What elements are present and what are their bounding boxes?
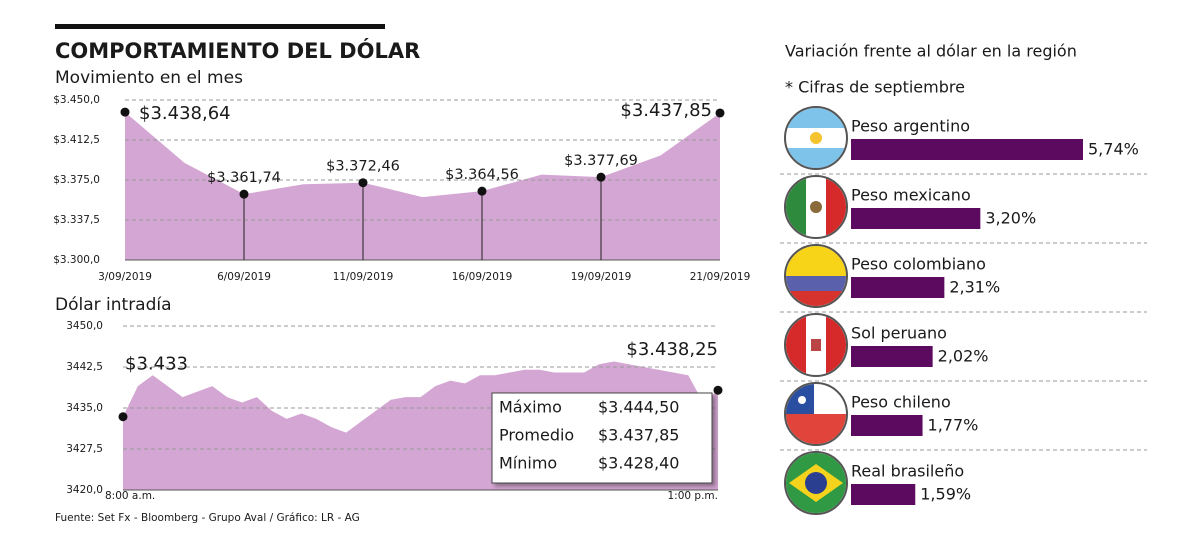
data-label: $3.437,85 — [620, 100, 712, 121]
chart-subtitle: * Cifras de septiembre — [785, 78, 965, 97]
y-tick-label: $3.337,5 — [53, 214, 100, 226]
flag-chile — [784, 382, 848, 446]
stat-value: $3.444,50 — [598, 398, 679, 417]
flag-peru — [784, 313, 848, 377]
main-title: COMPORTAMIENTO DEL DÓLAR — [55, 38, 420, 63]
x-tick-label: 1:00 p.m. — [668, 490, 719, 502]
stats-box — [491, 392, 713, 484]
point — [358, 178, 368, 188]
data-label: $3.361,74 — [207, 170, 281, 186]
bar — [851, 484, 916, 505]
header-rule — [55, 24, 385, 29]
category-label: Sol peruano — [851, 324, 947, 343]
category-label: Peso colombiano — [851, 255, 986, 274]
y-tick-label: 3427,5 — [66, 443, 103, 455]
stat-label: Promedio — [499, 426, 574, 445]
stat-value: $3.437,85 — [598, 426, 679, 445]
stat-label: Máximo — [499, 398, 562, 417]
bar — [851, 415, 923, 436]
x-tick-label: 11/09/2019 — [333, 271, 394, 283]
x-tick-label: 16/09/2019 — [452, 271, 513, 283]
data-label: 1,59% — [920, 485, 971, 504]
y-tick-label: 3450,0 — [66, 320, 103, 332]
data-label: $3.364,56 — [445, 167, 519, 183]
flag-mexico — [784, 175, 848, 239]
data-label: 3,20% — [985, 209, 1036, 228]
data-label: $3.438,25 — [626, 339, 718, 360]
x-tick-label: 19/09/2019 — [571, 271, 632, 283]
y-tick-label: $3.450,0 — [53, 94, 100, 106]
y-tick-label: 3420,0 — [66, 484, 103, 496]
stat-label: Mínimo — [499, 454, 557, 473]
point — [713, 385, 723, 395]
stat-value: $3.428,40 — [598, 454, 679, 473]
y-tick-label: 3435,0 — [66, 402, 103, 414]
x-tick-label: 6/09/2019 — [217, 271, 271, 283]
point — [120, 107, 130, 117]
point — [239, 189, 249, 199]
x-tick-label: 21/09/2019 — [690, 271, 751, 283]
bar — [851, 208, 981, 229]
bar — [851, 139, 1083, 160]
category-label: Peso chileno — [851, 393, 951, 412]
flag-argentina — [784, 106, 848, 170]
y-tick-label: $3.412,5 — [53, 134, 100, 146]
point — [477, 186, 487, 196]
data-label: 2,31% — [949, 278, 1000, 297]
y-tick-label: $3.300,0 — [53, 254, 100, 266]
chart-title: Variación frente al dólar en la región — [785, 42, 1077, 61]
point — [715, 108, 725, 118]
bar — [851, 277, 945, 298]
y-tick-label: $3.375,0 — [53, 174, 100, 186]
flags — [784, 106, 848, 515]
flag-brazil — [784, 451, 848, 515]
data-label: $3.433 — [125, 354, 188, 375]
bar — [851, 346, 933, 367]
data-label: $3.438,64 — [139, 103, 231, 124]
data-label: 5,74% — [1088, 140, 1139, 159]
flag-colombia — [784, 244, 848, 308]
chart-title: Movimiento en el mes — [55, 68, 243, 88]
point — [596, 172, 606, 182]
source: Fuente: Set Fx - Bloomberg - Grupo Aval … — [55, 512, 360, 524]
data-label: 1,77% — [928, 416, 979, 435]
data-label: $3.377,69 — [564, 153, 638, 169]
chart-title: Dólar intradía — [55, 295, 172, 315]
data-label: 2,02% — [938, 347, 989, 366]
data-label: $3.372,46 — [326, 159, 400, 175]
category-label: Peso argentino — [851, 117, 970, 136]
area — [125, 112, 720, 260]
y-tick-label: 3442,5 — [66, 361, 103, 373]
category-label: Peso mexicano — [851, 186, 971, 205]
x-tick-label: 8:00 a.m. — [105, 490, 155, 502]
point — [118, 412, 128, 422]
category-label: Real brasileño — [851, 462, 964, 481]
x-tick-label: 3/09/2019 — [98, 271, 152, 283]
